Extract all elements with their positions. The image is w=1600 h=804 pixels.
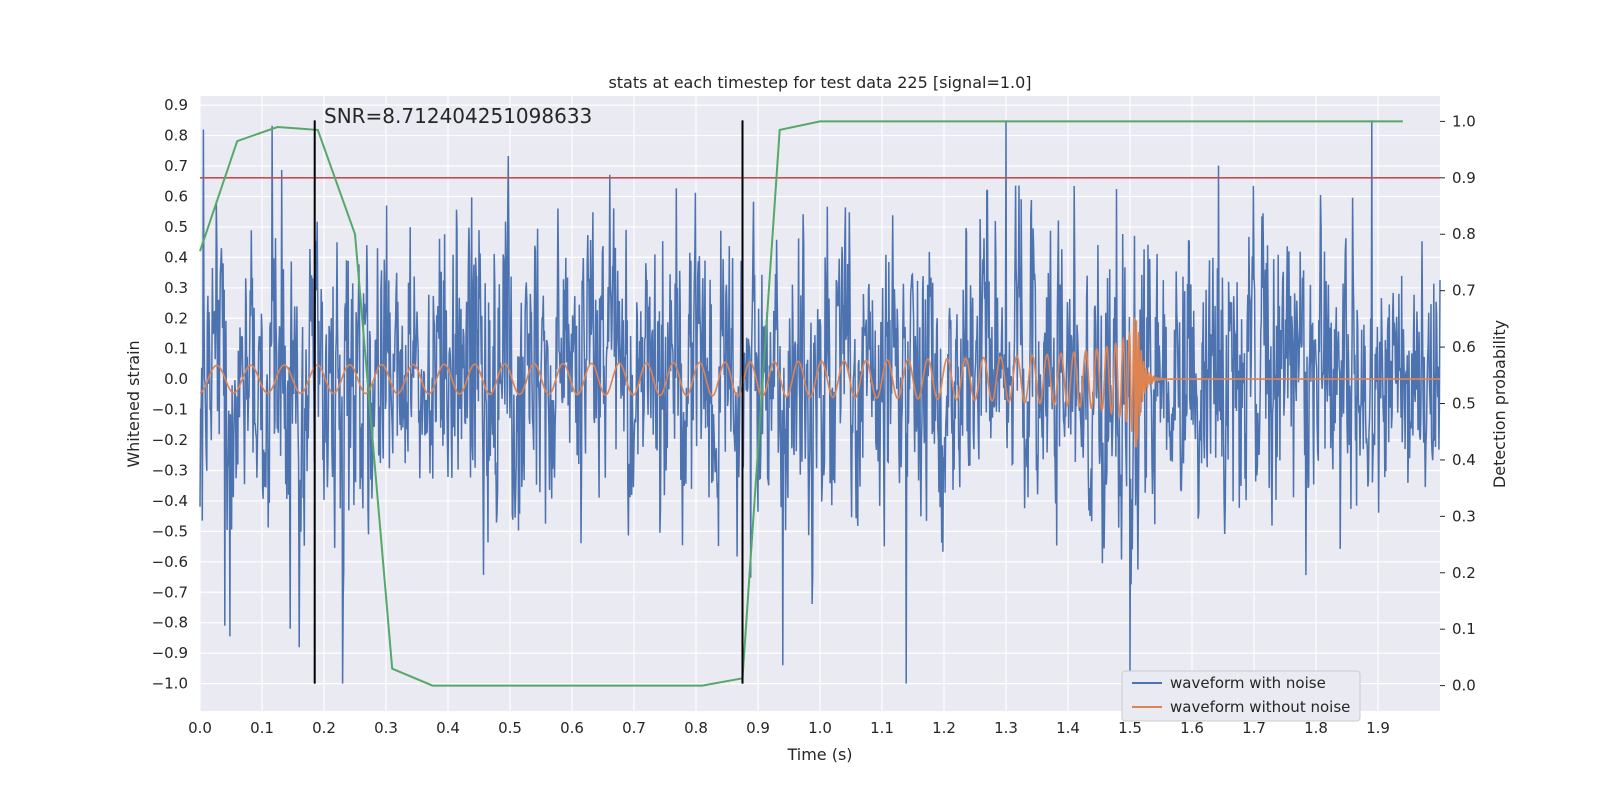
legend-box [1121, 670, 1361, 722]
y-tick-label: 0.2 [164, 309, 188, 327]
y-tick-label: −0.2 [152, 431, 188, 449]
y-tick-label: 0.8 [164, 127, 188, 145]
x-axis-title: Time (s) [786, 745, 852, 764]
y-tick-label: −0.8 [152, 614, 188, 632]
y-tick-label: −0.1 [152, 401, 188, 419]
x-tick-label: 0.8 [684, 719, 708, 737]
x-tick-label: 0.4 [436, 719, 460, 737]
snr-annotation: SNR=8.712404251098633 [324, 104, 592, 128]
x-tick-label: 1.7 [1242, 719, 1266, 737]
x-tick-label: 0.1 [250, 719, 274, 737]
x-tick-label: 1.8 [1304, 719, 1328, 737]
y-tick-label: −0.9 [152, 644, 188, 662]
y2-axis-title: Detection probability [1490, 320, 1509, 488]
legend-label-noise: waveform with noise [1170, 674, 1326, 692]
y-axis-title: Whitened strain [124, 340, 143, 467]
y2-tick-label: 0.5 [1452, 395, 1476, 413]
x-tick-label: 1.3 [994, 719, 1018, 737]
series-waveform-without-noise [199, 317, 1440, 448]
y-tick-label: 0.0 [164, 370, 188, 388]
x-tick-label: 1.6 [1180, 719, 1204, 737]
y2-tick-label: 0.1 [1452, 620, 1476, 638]
y-tick-label: 0.6 [164, 187, 188, 205]
x-tick-label: 1.4 [1056, 719, 1080, 737]
x-tick-label: 1.2 [932, 719, 956, 737]
x-tick-label: 1.1 [870, 719, 894, 737]
y2-tick-label: 0.0 [1452, 677, 1476, 695]
y-tick-label: −0.5 [152, 522, 188, 540]
x-tick-label: 0.0 [188, 719, 212, 737]
y-tick-label: 0.3 [164, 279, 188, 297]
y2-tick-label: 0.4 [1452, 451, 1476, 469]
y2-tick-label: 0.2 [1452, 564, 1476, 582]
chart-title: stats at each timestep for test data 225… [608, 73, 1031, 92]
x-tick-label: 0.9 [746, 719, 770, 737]
y-tick-label: 0.7 [164, 157, 188, 175]
y-tick-label: −0.7 [152, 583, 188, 601]
y2-tick-label: 0.7 [1452, 282, 1476, 300]
y2-tick-label: 0.8 [1452, 225, 1476, 243]
legend-label-clean: waveform without noise [1170, 698, 1350, 716]
series-layer [199, 120, 1441, 687]
y2-tick-label: 0.3 [1452, 507, 1476, 525]
series-waveform-with-noise [199, 120, 1441, 684]
ticks: 0.0 0.1 0.2 0.3 0.4 0.5 0.6 0.7 0.8 0.9 1.0 1.1 1.2 1… [152, 96, 1476, 737]
x-tick-label: 0.2 [312, 719, 336, 737]
x-tick-label: 1.9 [1366, 719, 1390, 737]
x-tick-label: 1.5 [1118, 719, 1142, 737]
y2-tick-label: 1.0 [1452, 112, 1476, 130]
x-tick-label: 0.5 [498, 719, 522, 737]
x-tick-label: 1.0 [808, 719, 832, 737]
y-tick-label: −1.0 [152, 675, 188, 693]
x-tick-label: 0.6 [560, 719, 584, 737]
y2-tick-label: 0.6 [1452, 338, 1476, 356]
y-tick-label: 0.5 [164, 218, 188, 236]
y-tick-label: 0.9 [164, 96, 188, 114]
legend: waveform with noise waveform without noi… [1121, 670, 1361, 722]
y-tick-label: −0.3 [152, 461, 188, 479]
series-detection-probability [199, 120, 1403, 687]
y-tick-label: 0.1 [164, 340, 188, 358]
y-tick-label: −0.6 [152, 553, 188, 571]
x-tick-label: 0.3 [374, 719, 398, 737]
y-tick-label: 0.4 [164, 248, 188, 266]
y-tick-label: −0.4 [152, 492, 188, 510]
x-tick-label: 0.7 [622, 719, 646, 737]
y2-tick-label: 0.9 [1452, 169, 1476, 187]
